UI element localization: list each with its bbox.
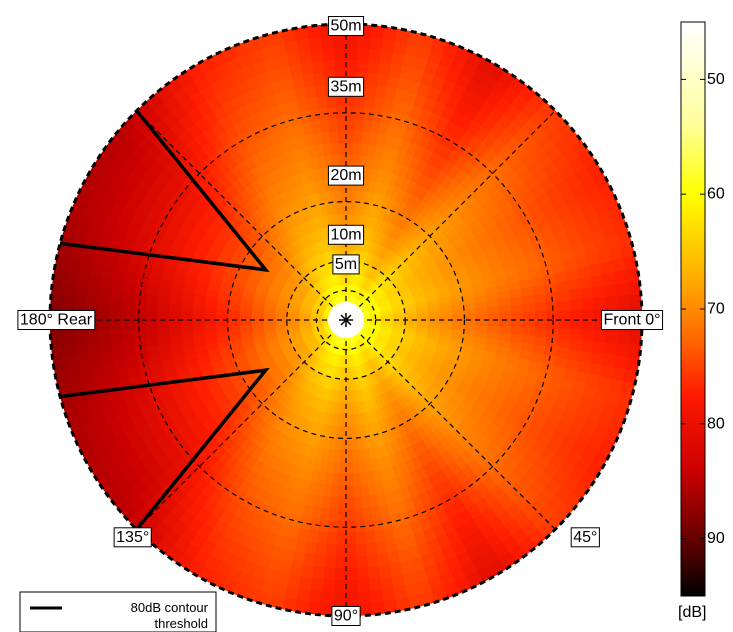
angle-label-0deg: Front 0°: [600, 310, 664, 330]
ring-label-35m-text: 35m: [330, 78, 361, 95]
heat-cell: [358, 24, 376, 26]
colorbar: 50 60 70 80 90 [dB]: [678, 21, 725, 621]
legend-label-line1: 80dB contour: [131, 600, 209, 615]
ring-label-50m: 50m: [327, 16, 365, 36]
ring-label-10m-text: 10m: [330, 226, 361, 243]
colorbar-tick-label: 60: [707, 186, 725, 203]
ring-label-35m: 35m: [327, 76, 365, 97]
colorbar-tick-label: 90: [707, 530, 725, 547]
angle-label-135deg-text: 135°: [116, 529, 149, 546]
angle-label-180deg-text: 180° Rear: [20, 312, 93, 329]
center-marker: [328, 302, 364, 338]
angle-label-45deg: 45°: [570, 527, 600, 548]
colorbar-unit-label: [dB]: [678, 604, 706, 621]
ring-label-5m: 5m: [332, 254, 360, 275]
legend: 80dB contour threshold: [19, 591, 217, 632]
colorbar-tick-label: 80: [707, 415, 725, 432]
colorbar-tick-label: 50: [707, 71, 725, 88]
angle-label-180deg: 180° Rear: [17, 310, 96, 330]
colorbar-tick-label: 70: [707, 301, 725, 318]
angle-label-90deg-text: 90°: [334, 608, 358, 625]
angle-label-135deg: 135°: [113, 527, 152, 548]
ring-label-20m: 20m: [327, 165, 365, 186]
ring-label-20m-text: 20m: [330, 167, 361, 184]
angle-label-90deg: 90°: [331, 606, 361, 626]
legend-label-line2: threshold: [155, 616, 208, 631]
ring-label-5m-text: 5m: [335, 256, 357, 273]
ring-label-50m-text: 50m: [330, 18, 361, 35]
angle-label-45deg-text: 45°: [573, 529, 597, 546]
angle-label-0deg-text: Front 0°: [603, 312, 660, 329]
ring-label-10m: 10m: [327, 224, 365, 245]
